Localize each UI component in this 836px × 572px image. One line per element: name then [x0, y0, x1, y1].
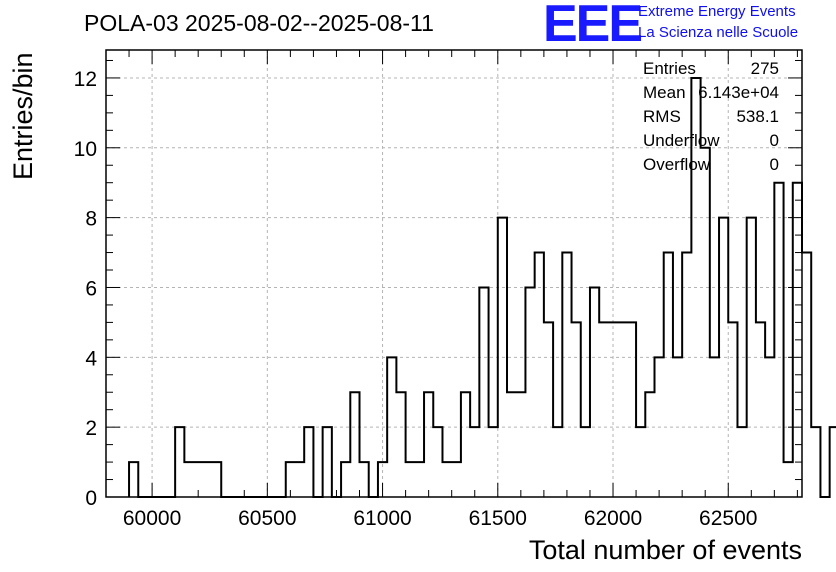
histogram-bin [442, 462, 451, 497]
chart-title: POLA-03 2025-08-02--2025-08-11 [84, 10, 434, 36]
x-axis-label: Total number of events [528, 535, 802, 565]
histogram-bin [701, 148, 710, 497]
histogram-bin [461, 392, 470, 497]
histogram-bin [636, 427, 645, 497]
eee-logo: EEE [543, 0, 643, 53]
histogram-bin [479, 287, 488, 497]
logo-caption-line2: La Scienza nelle Scuole [638, 24, 799, 41]
histogram-bin [608, 322, 617, 497]
histogram-bin [360, 462, 369, 497]
stats-box: Entries 275 Mean 6.143e+04 RMS 538.1 Und… [643, 59, 779, 179]
histogram-bin [498, 218, 507, 497]
stats-key: Underflow [643, 131, 720, 150]
histogram-bin [212, 462, 221, 497]
histogram-bin [387, 357, 396, 497]
histogram-bin [802, 253, 811, 497]
histogram-bin [765, 357, 774, 497]
histogram-bin [184, 462, 193, 497]
y-tick-label: 12 [74, 68, 97, 91]
histogram-bin [728, 322, 737, 497]
histogram-bin [590, 287, 599, 497]
histogram-bin [525, 287, 534, 497]
stats-row: Entries 275 [643, 59, 779, 83]
x-tick-label: 62000 [584, 507, 642, 530]
x-tick-label: 60000 [123, 507, 181, 530]
histogram-bin [295, 462, 304, 497]
histogram-bin [784, 462, 793, 497]
y-axis-label: Entries/bin [8, 52, 38, 180]
stats-row: RMS 538.1 [643, 107, 779, 131]
stats-value: 538.1 [736, 107, 779, 126]
x-tick-label: 60500 [238, 507, 296, 530]
histogram-bin [562, 253, 571, 497]
y-tick-label: 0 [85, 487, 97, 510]
histogram-bin [710, 357, 719, 497]
y-tick-label: 10 [74, 138, 97, 161]
x-tick-label: 62500 [699, 507, 757, 530]
histogram-bin [415, 462, 424, 497]
histogram-bin [341, 462, 350, 497]
histogram-bin [774, 183, 783, 497]
histogram-bin [470, 427, 479, 497]
histogram-bin [618, 322, 627, 497]
y-tick-label: 6 [85, 277, 97, 300]
histogram-bin [682, 253, 691, 497]
stats-value: 275 [750, 59, 779, 78]
x-tick-label: 61000 [353, 507, 411, 530]
histogram-bin [811, 427, 820, 497]
histogram-bin [655, 357, 664, 497]
stats-key: Mean [643, 83, 686, 102]
stats-row: Mean 6.143e+04 [643, 83, 779, 107]
y-tick-label: 4 [85, 347, 97, 370]
histogram-bin [747, 218, 756, 497]
stats-key: Overflow [643, 155, 711, 174]
histogram-bin [452, 462, 461, 497]
histogram-bin [433, 427, 442, 497]
stats-key: Entries [643, 59, 696, 78]
histogram-bin [507, 392, 516, 497]
histogram-bin [323, 427, 332, 497]
histogram-bin [664, 253, 673, 497]
histogram-bin [544, 322, 553, 497]
histogram-bin [830, 427, 836, 497]
histogram-bin [424, 392, 433, 497]
histogram-bin [406, 462, 415, 497]
logo-caption-line1: Extreme Energy Events [638, 3, 796, 20]
histogram-bin [756, 322, 765, 497]
x-tick-label: 61500 [469, 507, 527, 530]
histogram-bin [645, 392, 654, 497]
y-tick-label: 8 [85, 208, 97, 231]
stats-row: Underflow 0 [643, 131, 779, 155]
stats-value: 0 [769, 155, 779, 174]
histogram-bin [396, 392, 405, 497]
histogram-bin [304, 427, 313, 497]
histogram-bin [516, 392, 525, 497]
histogram-bin [129, 462, 138, 497]
y-tick-label: 2 [85, 417, 97, 440]
histogram-bin [572, 322, 581, 497]
histogram-bin [673, 357, 682, 497]
histogram-bin [350, 392, 359, 497]
stats-key: RMS [643, 107, 681, 126]
plot-frame [105, 49, 803, 498]
stats-row: Overflow 0 [643, 155, 779, 179]
histogram-bin [627, 322, 636, 497]
histogram-bin [737, 427, 746, 497]
histogram-bin [489, 427, 498, 497]
histogram-bin [581, 427, 590, 497]
histogram-bin [553, 427, 562, 497]
histogram-bin [599, 322, 608, 497]
histogram-bin [175, 427, 184, 497]
stats-value: 6.143e+04 [698, 83, 779, 102]
stats-value: 0 [769, 131, 779, 150]
histogram-bin [535, 253, 544, 497]
histogram-bin [719, 218, 728, 497]
histogram-bin [203, 462, 212, 497]
